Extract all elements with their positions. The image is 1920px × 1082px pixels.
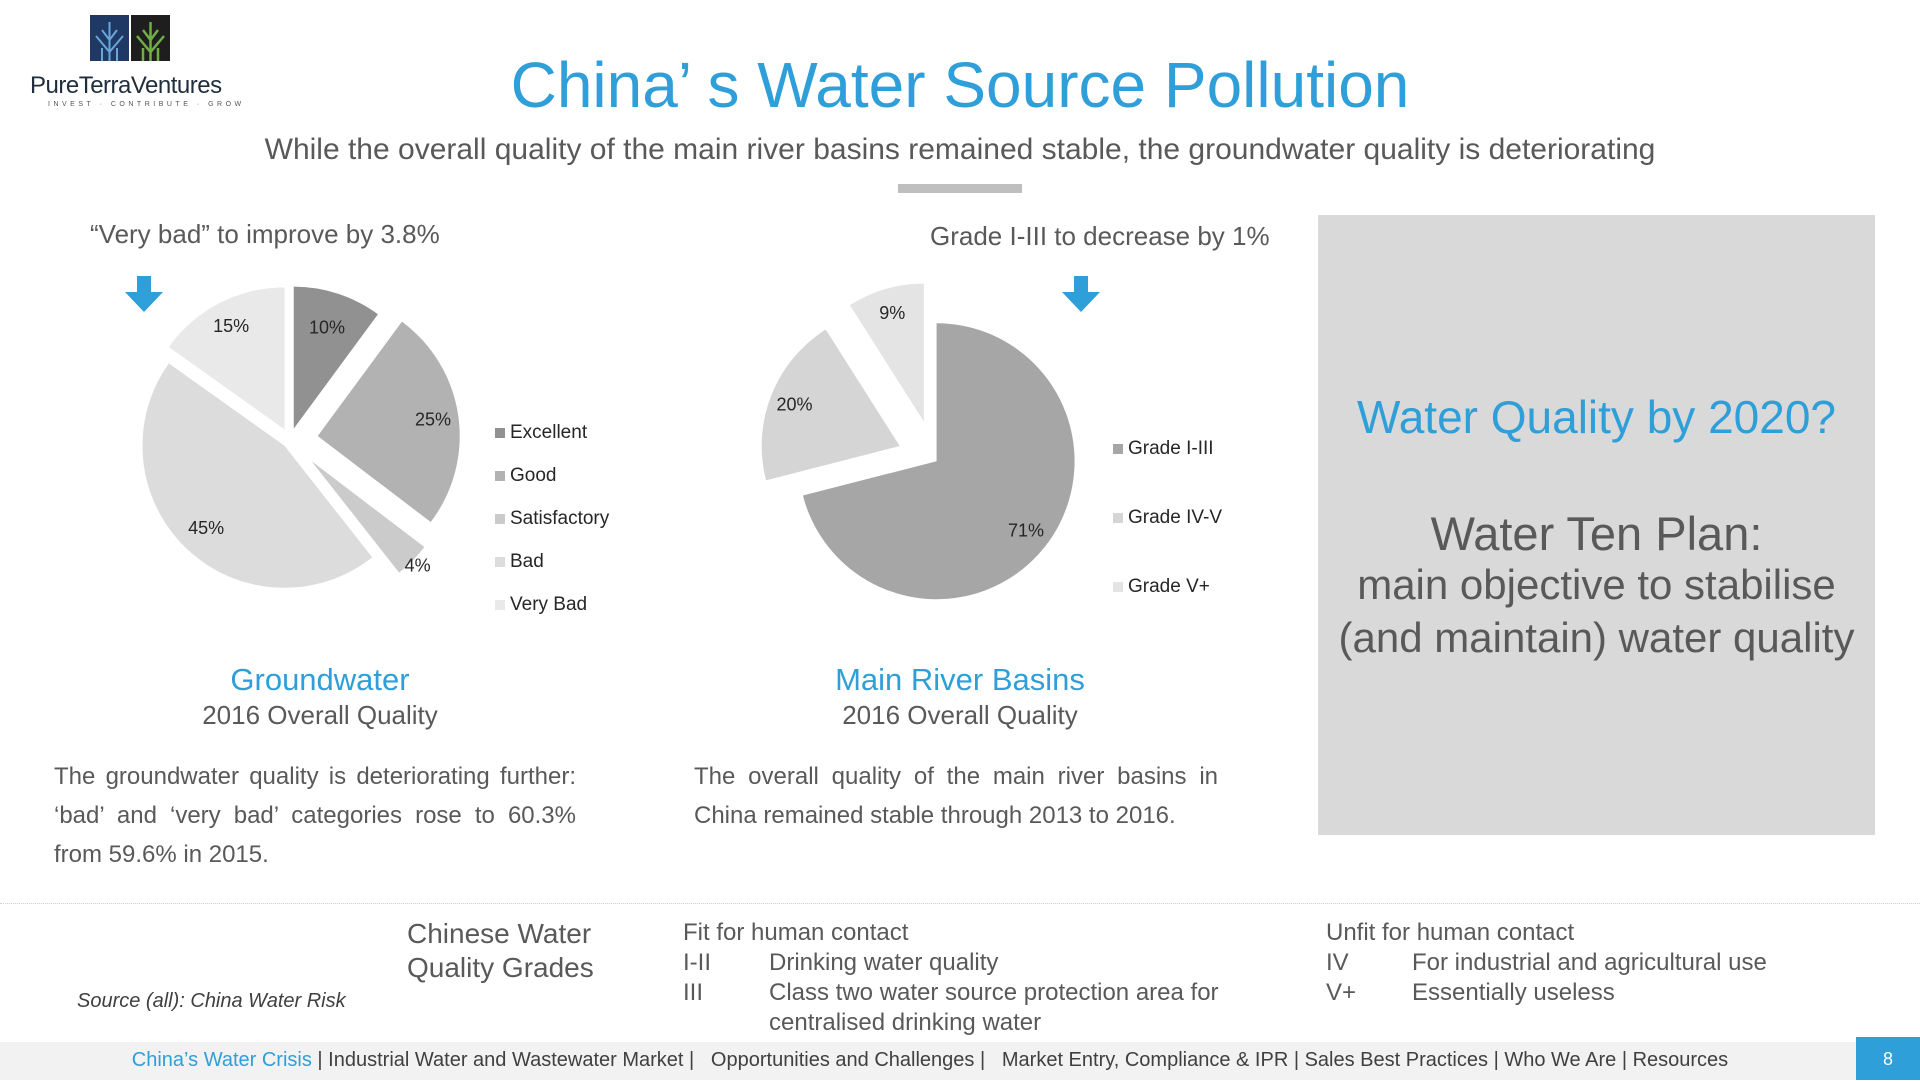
footer-link-sales[interactable]: Sales Best Practices (1304, 1049, 1489, 1071)
footer-separator: | (980, 1049, 1002, 1071)
data-label-grade-i-iii: 71% (1008, 521, 1044, 541)
title-divider (898, 184, 1022, 193)
footer-link-market-entry[interactable]: Market Entry, Compliance & IPR (1001, 1049, 1289, 1071)
rivers-description: The overall quality of the main river ba… (694, 763, 1218, 829)
section-divider (0, 903, 1920, 904)
pie-slice-satisfactory (311, 461, 425, 573)
legend-swatch-excellent (495, 428, 505, 438)
grade-code: III (683, 979, 704, 1006)
unfit-heading: Unfit for human contact (1326, 919, 1575, 946)
grade-code: I-II (683, 949, 711, 976)
footer-link-water-crisis[interactable]: China’s Water Crisis (131, 1049, 312, 1071)
data-label-bad: 45% (188, 518, 224, 538)
groundwater-description: The groundwater quality is deteriorating… (54, 763, 576, 868)
side-panel (1318, 215, 1875, 835)
rivers-chart-title: Main River Basins (835, 662, 1085, 697)
grade-code: V+ (1326, 979, 1357, 1006)
side-panel-question: Water Quality by 2020? (1357, 391, 1836, 443)
grade-description: Drinking water quality (769, 949, 999, 976)
grade-row: IV For industrial and agricultural use (1326, 948, 1846, 978)
legend-swatch-very-bad (495, 600, 505, 610)
footer-separator: | (1621, 1049, 1633, 1071)
pie-slice-excellent (293, 286, 378, 429)
pie-slice-grade-v (849, 283, 924, 422)
data-label-satisfactory: 4% (405, 556, 431, 576)
grade-code: IV (1326, 949, 1349, 976)
grades-title: Chinese Water Quality Grades (407, 918, 594, 983)
legend-label-bad: Bad (510, 551, 544, 572)
pie-slice-good (317, 321, 460, 523)
legend-label-grade-iv-v: Grade IV-V (1128, 507, 1222, 528)
legend-label-grade-v: Grade V+ (1128, 576, 1210, 597)
grade-description: Essentially useless (1412, 979, 1615, 1006)
fit-heading: Fit for human contact (683, 919, 909, 946)
fit-grades: Fit for human contact I-II Drinking wate… (683, 918, 1273, 1038)
unfit-grades: Unfit for human contact IV For industria… (1326, 918, 1846, 1008)
legend-label-satisfactory: Satisfactory (510, 508, 610, 529)
footer-nav: China’s Water Crisis | Industrial Water … (0, 1049, 1860, 1072)
legend-label-excellent: Excellent (510, 422, 588, 443)
data-label-grade-v: 9% (879, 303, 905, 323)
footer-separator: | (317, 1049, 329, 1071)
pie-slice-very-bad (168, 287, 285, 430)
grade-row: I-II Drinking water quality (683, 948, 1273, 978)
logo-mark-right (131, 15, 170, 61)
rivers-note: Grade I-III to decrease by 1% (930, 221, 1270, 251)
groundwater-note: “Very bad” to improve by 3.8% (90, 219, 440, 249)
pie-slice-grade-i-iii (802, 323, 1075, 600)
legend-label-very-bad: Very Bad (510, 594, 587, 615)
footer-bar (0, 1042, 1920, 1080)
data-label-good: 25% (415, 409, 451, 429)
side-panel-plan: Water Ten Plan: (1430, 507, 1763, 560)
legend-swatch-satisfactory (495, 514, 505, 524)
grade-row: V+ Essentially useless (1326, 978, 1846, 1008)
logo-tagline: INVEST · CONTRIBUTE · GROW (48, 101, 245, 108)
legend-label-grade-i-iii: Grade I-III (1128, 438, 1214, 459)
legend-swatch-grade-v (1113, 582, 1123, 592)
legend-swatch-good (495, 471, 505, 481)
footer-link-who-we-are[interactable]: Who We Are (1504, 1049, 1617, 1071)
groundwater-chart-title: Groundwater (230, 662, 410, 697)
rivers-pie-chart: 71% 20% 9% Grade I-III Grade IV-V Grade V+ (761, 276, 1222, 600)
rivers-chart-subtitle: 2016 Overall Quality (842, 700, 1078, 730)
pie-slice-bad (142, 363, 373, 588)
company-logo (30, 12, 260, 112)
grade-description: Class two water source protection area f… (769, 979, 1219, 1036)
groundwater-pie-chart: 10% 25% 4% 45% 15% Excellent Good Satisfactory B… (125, 276, 610, 615)
page-subtitle: While the overall quality of the main ri… (264, 133, 1656, 166)
grade-description: For industrial and agricultural use (1412, 949, 1767, 976)
footer-link-resources[interactable]: Resources (1632, 1049, 1729, 1071)
data-label-grade-iv-v: 20% (776, 394, 812, 414)
legend-swatch-grade-iv-v (1113, 513, 1123, 523)
logo-mark-left (90, 15, 129, 61)
groundwater-chart-subtitle: 2016 Overall Quality (202, 700, 438, 730)
logo-wordmark: PureTerraVentures (30, 72, 222, 99)
data-label-excellent: 10% (309, 317, 345, 337)
footer-separator: | (1293, 1049, 1305, 1071)
footer-link-market[interactable]: Industrial Water and Wastewater Market (328, 1049, 684, 1071)
page-title: China’ s Water Source Pollution (510, 49, 1410, 121)
legend-swatch-grade-i-iii (1113, 444, 1123, 454)
down-arrow-icon (1062, 276, 1100, 312)
footer-separator: | (1493, 1049, 1499, 1071)
legend-swatch-bad (495, 557, 505, 567)
footer-link-opportunities[interactable]: Opportunities and Challenges (710, 1049, 975, 1071)
grade-row: III Class two water source protection ar… (683, 978, 1273, 1038)
source-note: Source (all): China Water Risk (77, 990, 346, 1012)
page-number: 8 (1856, 1037, 1920, 1080)
side-panel-objective: main objective to stabilise (and maintai… (1338, 561, 1855, 661)
down-arrow-icon (125, 276, 163, 312)
pie-slice-grade-iv-v (761, 329, 900, 481)
footer-separator: | (689, 1049, 711, 1071)
data-label-very-bad: 15% (213, 316, 249, 336)
legend-label-good: Good (510, 465, 556, 486)
